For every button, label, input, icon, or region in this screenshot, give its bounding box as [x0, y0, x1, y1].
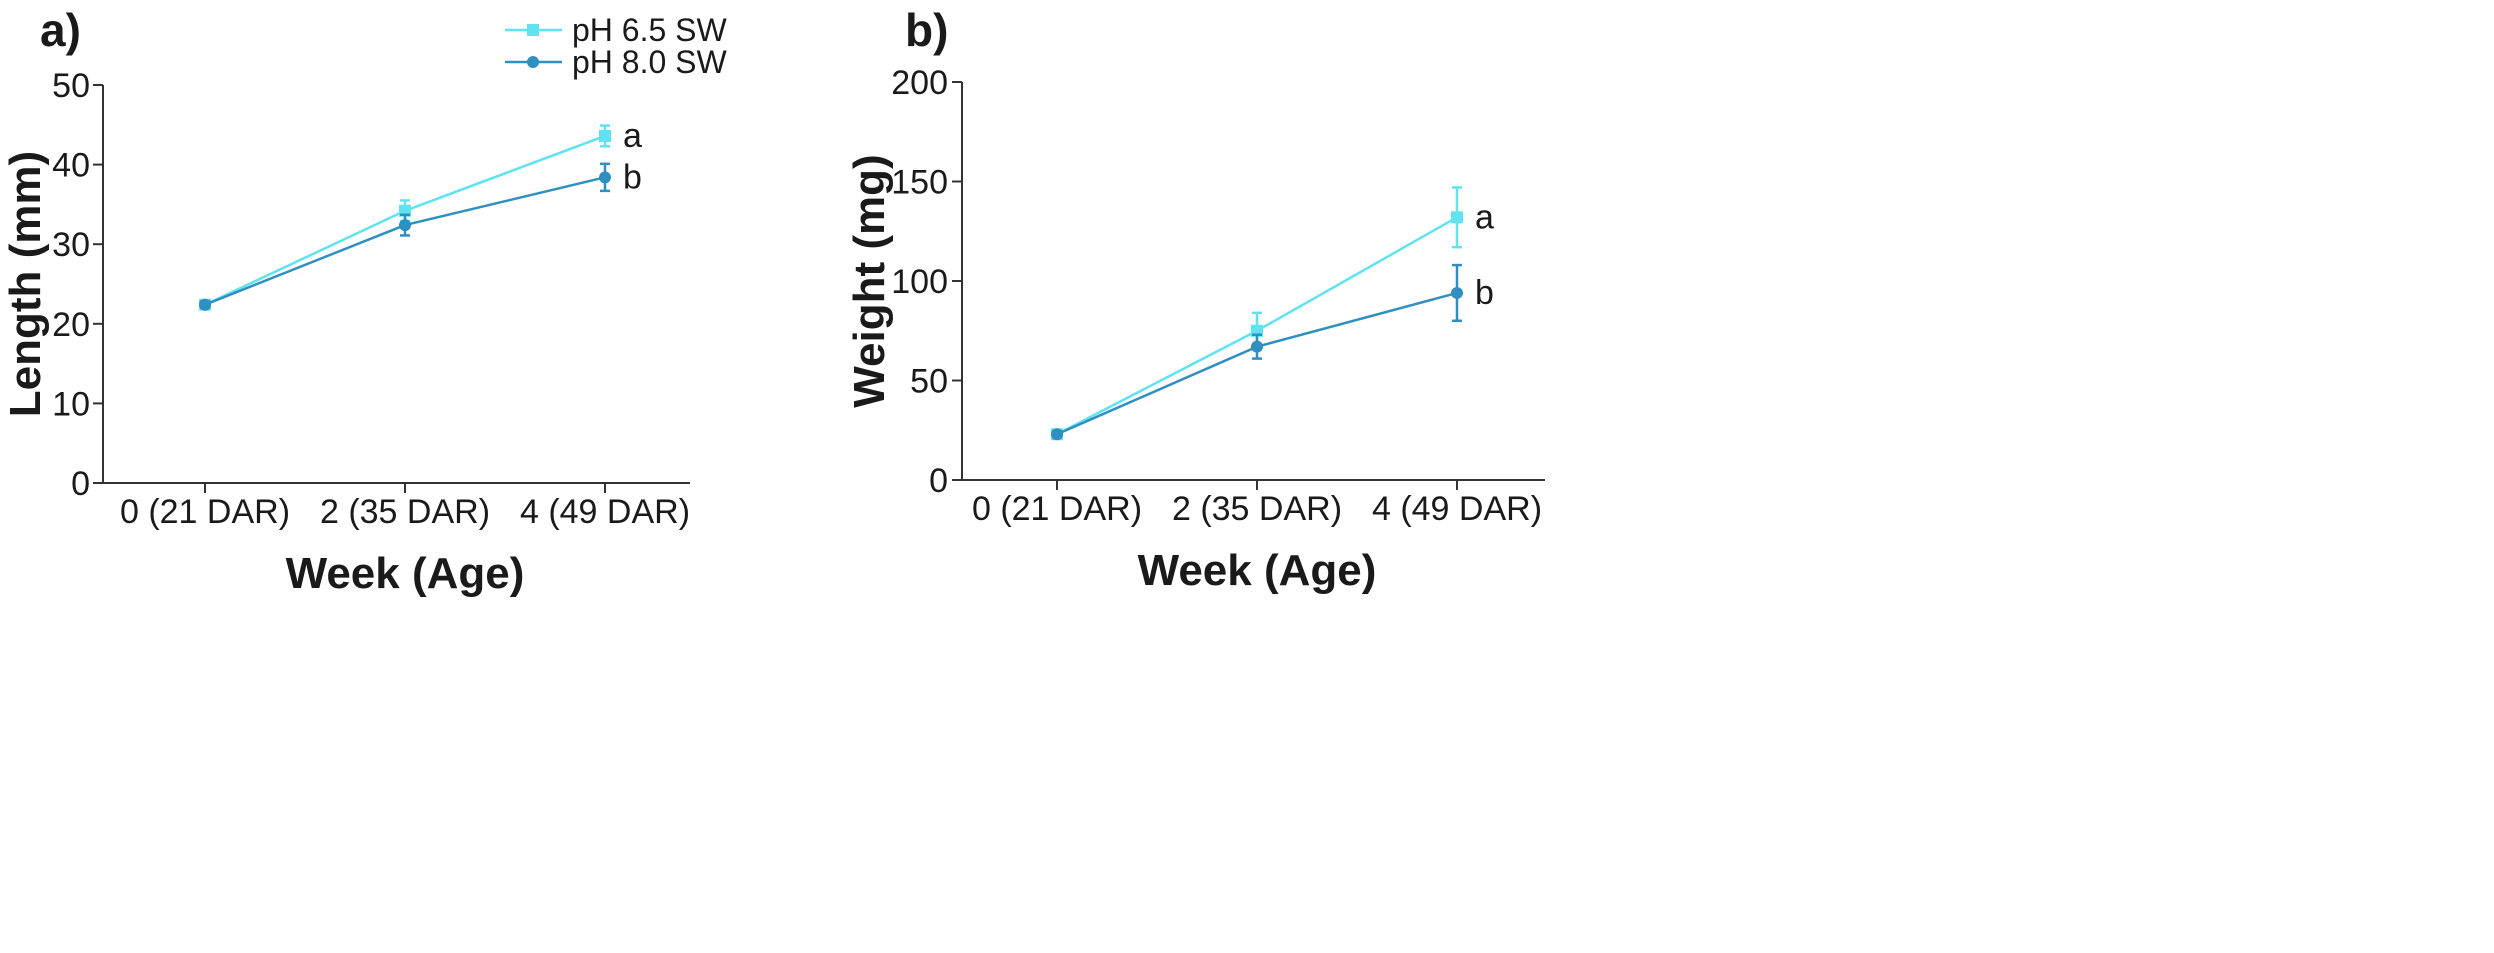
- significance-label: a: [1475, 198, 1494, 236]
- y-tick-label: 200: [891, 64, 948, 102]
- data-point-ph80: [1251, 340, 1263, 353]
- x-tick-label: 0 (21 DAR): [120, 493, 290, 531]
- x-tick-label: 2 (35 DAR): [1172, 490, 1342, 528]
- y-tick-label: 0: [929, 462, 948, 500]
- data-point-ph65: [1451, 211, 1463, 224]
- data-point-ph80: [1051, 428, 1063, 441]
- legend-marker-ph80: [527, 56, 539, 68]
- legend-label: pH 8.0 SW: [572, 44, 728, 80]
- significance-label: b: [1475, 274, 1494, 312]
- y-tick-label: 20: [52, 306, 90, 344]
- legend-label: pH 6.5 SW: [572, 12, 728, 48]
- y-tick-label: 50: [52, 67, 90, 105]
- panel-label: b): [905, 4, 948, 56]
- significance-label: b: [623, 158, 642, 196]
- data-point-ph65: [599, 129, 611, 142]
- series-line-ph80: [204, 176, 606, 306]
- y-tick-label: 30: [52, 226, 90, 264]
- panel-b-weight-chart: b) 0 50 100 150 200 0 (21 DAR) 2 (35 DAR) 4 (49 …: [845, 4, 1545, 595]
- x-axis-title: Week (Age): [286, 549, 525, 598]
- x-tick-label: 4 (49 DAR): [520, 493, 690, 531]
- y-tick-label: 40: [52, 147, 90, 185]
- x-tick-label: 2 (35 DAR): [320, 493, 490, 531]
- x-tick-label: 0 (21 DAR): [972, 490, 1142, 528]
- panel-a-length-chart: a) 0 10 20 30 40 50 0 (21 DAR) 2 (35 DAR) 4 (49 D…: [1, 4, 690, 598]
- x-axis-title: Week (Age): [1138, 546, 1377, 595]
- y-tick-label: 10: [52, 385, 90, 423]
- data-point-ph80: [399, 219, 411, 232]
- y-axis-title: Length (mm): [1, 151, 50, 417]
- y-tick-label: 100: [891, 263, 948, 301]
- data-point-ph80: [199, 298, 211, 311]
- y-tick-label: 50: [910, 363, 948, 401]
- legend-marker-ph65: [527, 24, 539, 36]
- y-tick-label: 150: [891, 164, 948, 202]
- y-tick-label: 0: [71, 465, 90, 503]
- y-axis-title: Weight (mg): [845, 154, 894, 407]
- x-tick-label: 4 (49 DAR): [1372, 490, 1542, 528]
- data-point-ph80: [599, 171, 611, 184]
- significance-label: a: [623, 117, 642, 155]
- panel-label: a): [40, 4, 81, 56]
- data-point-ph80: [1451, 286, 1463, 299]
